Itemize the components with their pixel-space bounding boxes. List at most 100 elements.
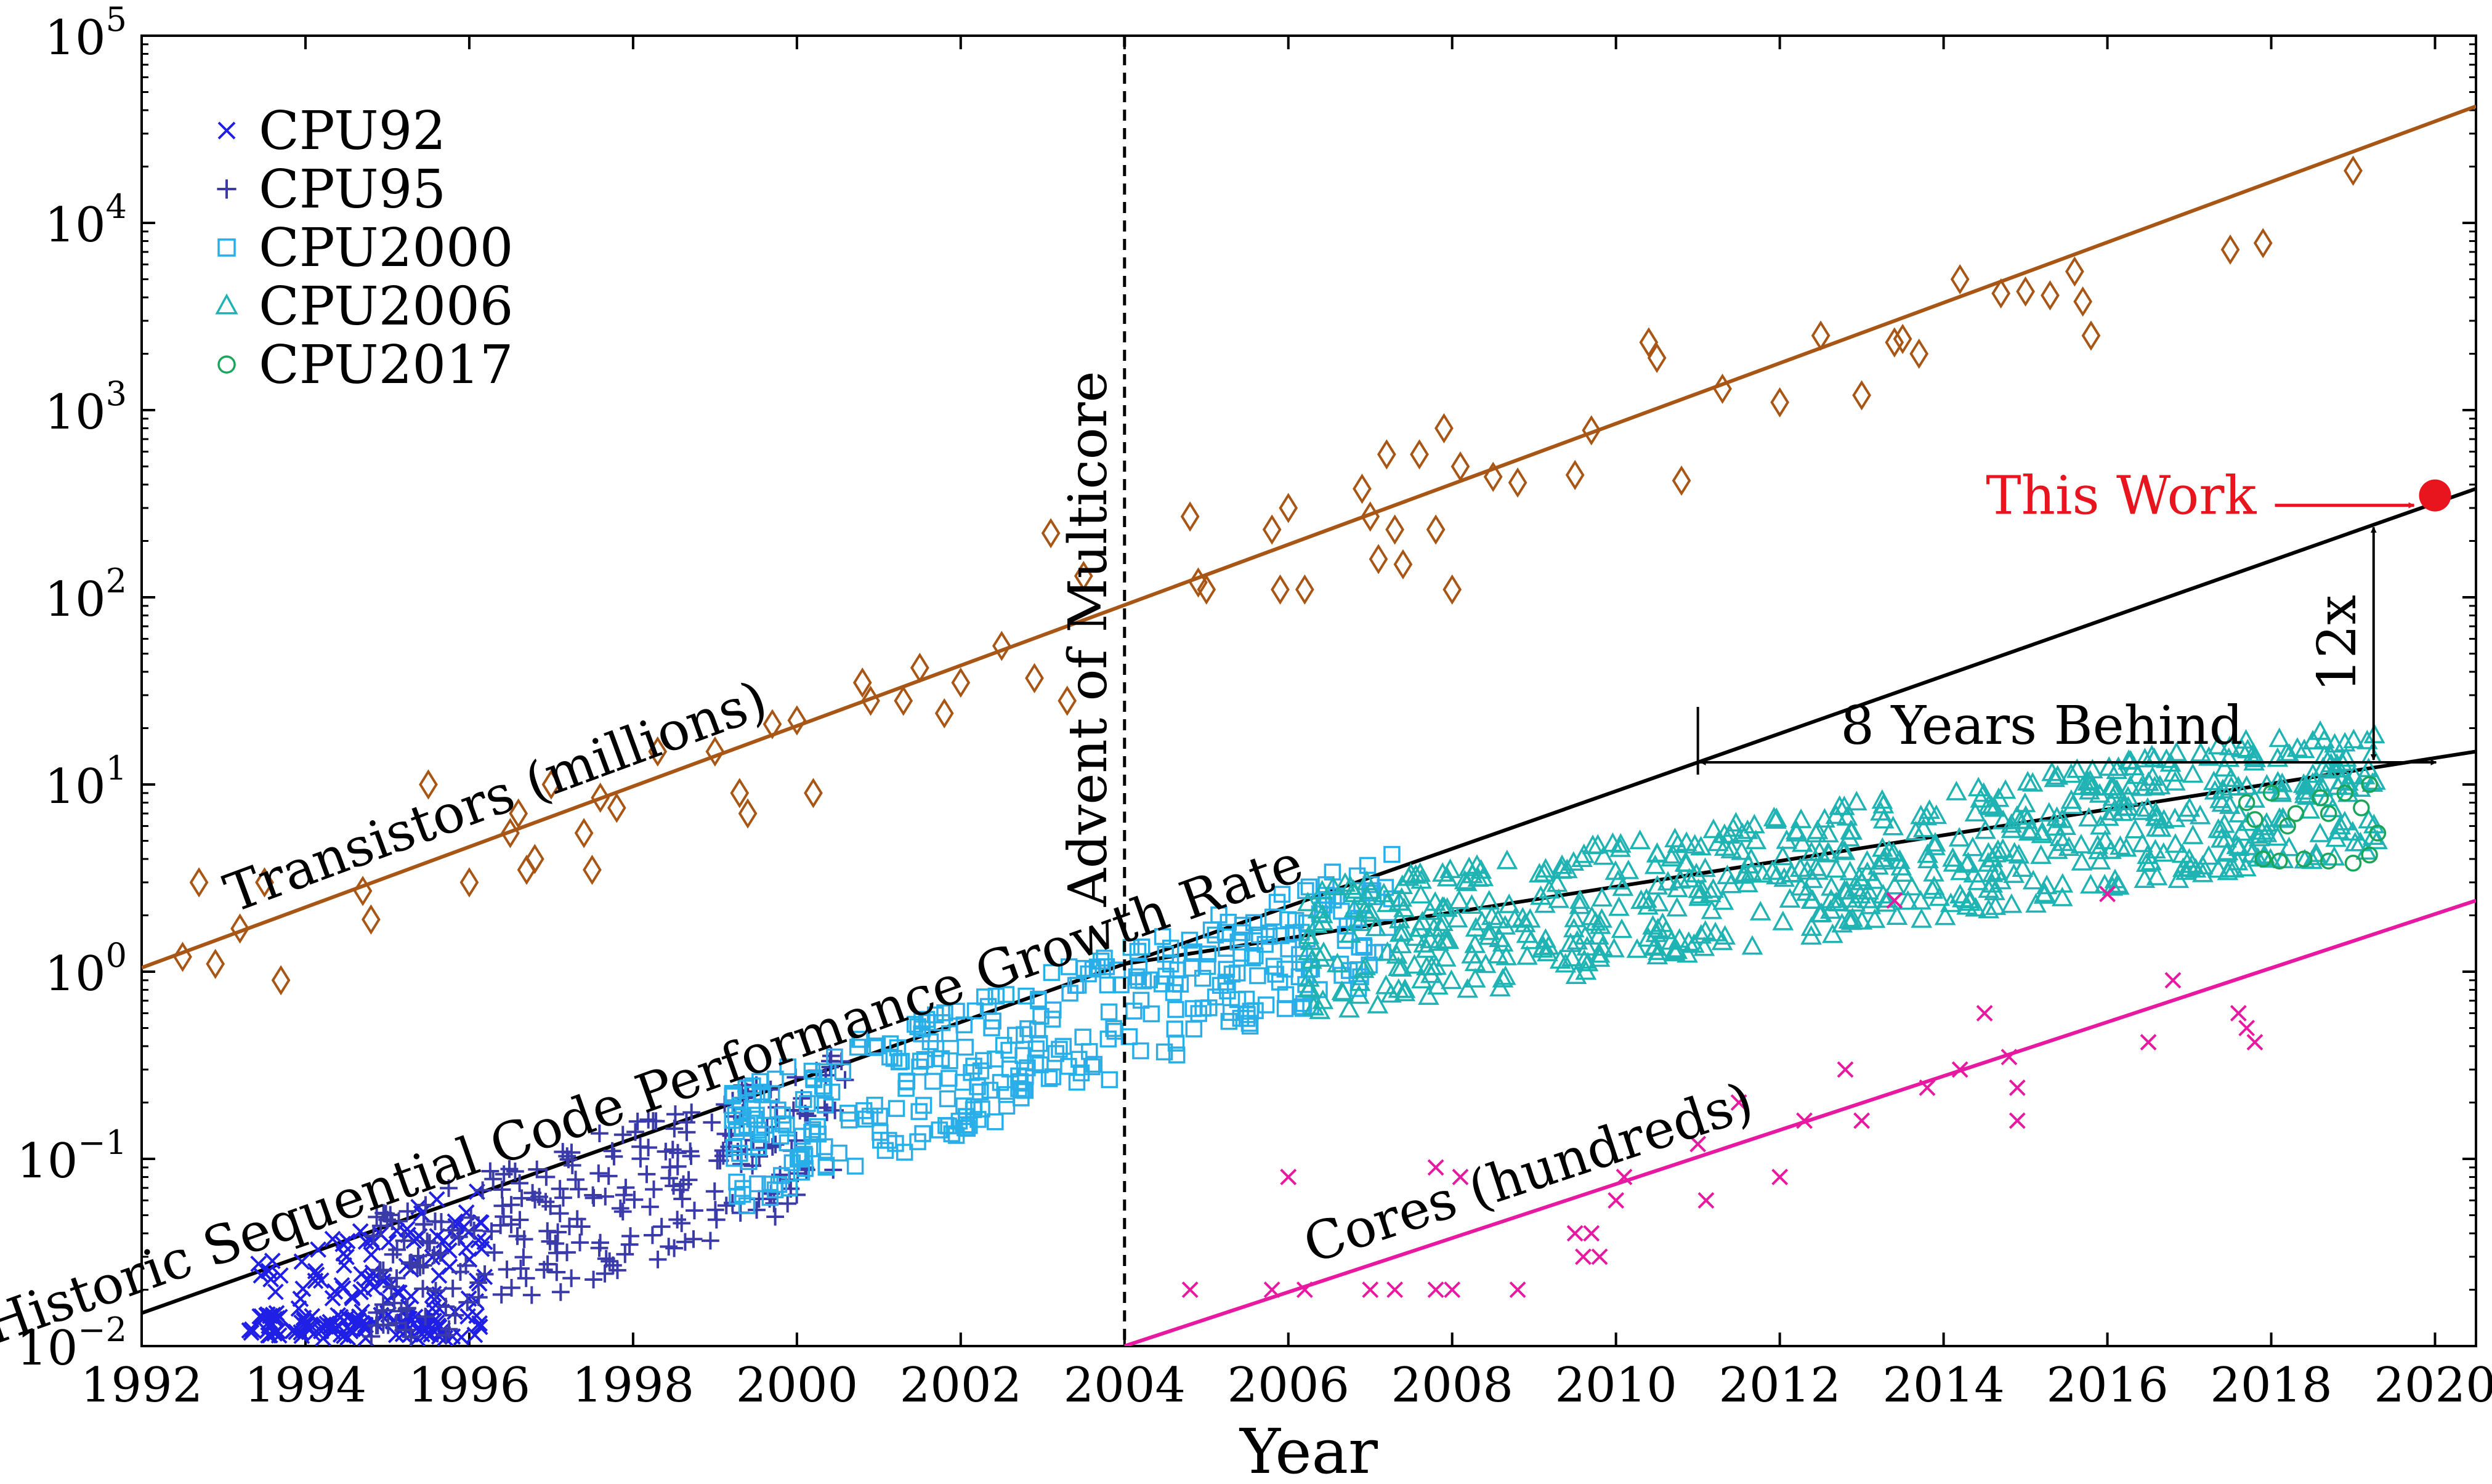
- data-point: [304, 1308, 321, 1325]
- data-point: [451, 1263, 469, 1281]
- data-point: [1458, 857, 1480, 876]
- data-point: [589, 1164, 608, 1182]
- data-point: [1367, 993, 1389, 1014]
- data-point: [2230, 821, 2252, 841]
- data-point: [1351, 938, 1368, 956]
- data-point: [409, 1329, 426, 1346]
- data-point: [1309, 999, 1331, 1019]
- data-point: [1194, 999, 1212, 1017]
- data-point: [350, 1308, 368, 1325]
- data-point: [972, 1083, 989, 1100]
- data-point: [2295, 850, 2313, 868]
- data-point: [1563, 851, 1585, 871]
- data-point: [1464, 967, 1486, 988]
- data-point: [2131, 800, 2153, 820]
- years-behind-label: 8 Years Behind: [1840, 695, 2243, 757]
- data-point: [253, 1267, 270, 1284]
- data-point: [1298, 977, 1321, 997]
- x-tick-label: 1998: [572, 1358, 695, 1413]
- data-point: [965, 1101, 982, 1118]
- data-point: [2137, 797, 2159, 817]
- data-point: [1444, 1281, 1461, 1298]
- series-transistors-millions-: [173, 155, 2363, 996]
- data-point: [1452, 1169, 1469, 1185]
- data-point: [495, 1165, 513, 1184]
- data-point: [613, 1126, 632, 1144]
- data-point: [2065, 256, 2084, 287]
- data-point: [1348, 984, 1370, 1004]
- data-point: [2255, 822, 2278, 842]
- legend-marker: [217, 238, 236, 257]
- data-point: [384, 1245, 402, 1264]
- data-point: [511, 1211, 529, 1229]
- data-point: [2312, 756, 2334, 776]
- data-point: [1216, 924, 1234, 941]
- data-point: [2262, 784, 2280, 802]
- data-point: [1950, 264, 1970, 295]
- data-point: [173, 942, 192, 972]
- data-point: [1836, 805, 1858, 826]
- data-point: [397, 1300, 416, 1318]
- data-point: [2246, 1034, 2263, 1050]
- data-point: [1770, 387, 1790, 417]
- data-point: [637, 1165, 656, 1184]
- data-point: [1180, 501, 1200, 532]
- data-point: [1503, 908, 1526, 928]
- data-point: [1389, 908, 1410, 929]
- y-tick-label: 10−1: [17, 1123, 127, 1189]
- data-point: [1448, 889, 1470, 909]
- data-point: [948, 1002, 965, 1020]
- data-point: [852, 667, 872, 698]
- data-point: [1749, 900, 1771, 921]
- data-point: [2080, 874, 2102, 893]
- data-point: [2034, 882, 2056, 902]
- data-point: [766, 1208, 784, 1226]
- data-point: [1538, 879, 1560, 899]
- data-point: [1311, 903, 1333, 924]
- data-point: [927, 1040, 945, 1057]
- data-point: [1569, 894, 1591, 914]
- data-point: [401, 1254, 419, 1273]
- data-point: [1609, 837, 1631, 857]
- this-work-point: [2419, 479, 2451, 512]
- data-point: [1612, 876, 1634, 896]
- data-point: [2239, 835, 2261, 855]
- data-point: [1805, 823, 1827, 843]
- scatter-points: [173, 155, 2388, 1346]
- data-point: [897, 1073, 915, 1091]
- data-point: [471, 1318, 488, 1336]
- data-point: [599, 1167, 618, 1185]
- data-point: [1635, 888, 1657, 908]
- data-point: [1222, 1004, 1240, 1021]
- data-point: [1837, 1061, 1854, 1078]
- data-point: [631, 1150, 650, 1168]
- data-point: [2047, 765, 2069, 785]
- data-point: [1683, 933, 1705, 953]
- data-point: [1074, 560, 1093, 591]
- data-point: [2302, 763, 2324, 783]
- data-point: [1105, 1020, 1122, 1038]
- data-point: [1220, 1013, 1238, 1030]
- data-point: [2071, 850, 2093, 871]
- x-axis: 1992 1994 1996 1998 2000 2002 2004 2006 2008 2010…: [81, 36, 2492, 1413]
- data-point: [1817, 842, 1839, 862]
- data-point: [2132, 833, 2153, 852]
- data-point: [2164, 771, 2186, 791]
- data-point: [966, 1002, 984, 1020]
- data-point: [1943, 852, 1965, 872]
- data-point: [2164, 972, 2182, 989]
- data-point: [939, 1090, 957, 1108]
- data-point: [562, 1269, 581, 1288]
- data-point: [1561, 946, 1583, 967]
- data-point: [2334, 810, 2356, 831]
- data-point: [1924, 836, 1946, 855]
- data-point: [1377, 941, 1399, 961]
- data-point: [2279, 817, 2296, 835]
- data-point: [1684, 834, 1706, 854]
- data-point: [1667, 877, 1688, 898]
- data-point: [846, 1158, 864, 1175]
- data-point: [1762, 860, 1784, 880]
- data-point: [1272, 927, 1290, 945]
- data-point: [910, 1103, 928, 1120]
- data-point: [230, 913, 249, 944]
